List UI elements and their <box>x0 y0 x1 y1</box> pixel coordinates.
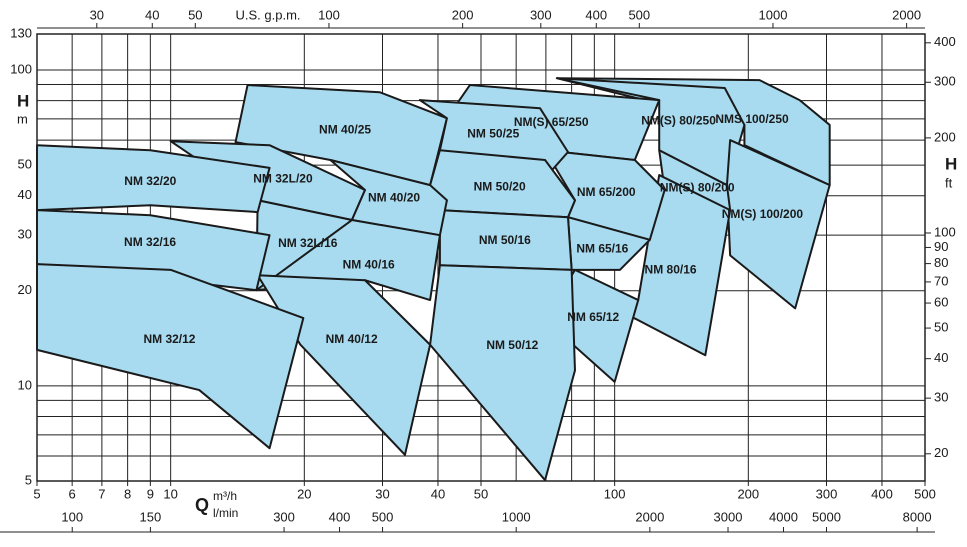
x-tick-label: 5 <box>33 486 40 501</box>
x-tick-label: 100 <box>604 486 626 501</box>
x3-tick-label: 5000 <box>812 509 841 524</box>
x2-tick-label: 200 <box>452 7 474 22</box>
x2-tick-label: 1000 <box>759 7 788 22</box>
x-tick-label: 50 <box>474 486 488 501</box>
range-label: NM 32/20 <box>124 174 176 188</box>
x-tick-label: 400 <box>871 486 893 501</box>
x2-tick-label: 300 <box>530 7 552 22</box>
pump-range <box>725 139 831 310</box>
x3-tick-label: 300 <box>273 509 295 524</box>
x-tick-label: 8 <box>124 486 131 501</box>
range-label: NM 65/16 <box>576 241 628 255</box>
range-label: NM 32L/20 <box>253 172 313 186</box>
y2-tick-label: 60 <box>934 294 948 309</box>
x3-tick-label: 500 <box>372 509 394 524</box>
y2-tick-label: 90 <box>934 239 948 254</box>
x2-tick-label: 2000 <box>892 7 921 22</box>
range-label: NM 32L/16 <box>278 236 338 250</box>
range-label: NM(S) 65/250 <box>514 115 589 129</box>
x-tick-label: 20 <box>297 486 311 501</box>
x-label: Q <box>195 495 209 515</box>
x-unit: m³/h <box>213 489 237 503</box>
pump-range <box>618 174 732 357</box>
y2-tick-label: 100 <box>934 224 956 239</box>
x2-tick-label: 500 <box>628 7 650 22</box>
range-label: NM 40/25 <box>319 123 371 137</box>
x-tick-label: 6 <box>69 486 76 501</box>
y2-tick-label: 70 <box>934 273 948 288</box>
x-tick-label: 200 <box>737 486 759 501</box>
range-label: NM 40/16 <box>343 257 395 271</box>
y-label: H <box>17 91 29 110</box>
range-label: NM 80/16 <box>645 262 697 276</box>
x-tick-label: 40 <box>431 486 445 501</box>
x3-tick-label: 100 <box>61 509 83 524</box>
x3-tick-label: 2000 <box>635 509 664 524</box>
range-label: NM(S) 100/200 <box>722 207 804 221</box>
y2-tick-label: 50 <box>934 320 948 335</box>
x3-unit: l/min <box>213 506 238 520</box>
y2-label: H <box>945 154 957 173</box>
x2-tick-label: 100 <box>318 7 340 22</box>
y-tick-label: 50 <box>18 157 32 172</box>
range-label: NM 50/20 <box>474 179 526 193</box>
range-label: NM 50/25 <box>467 127 519 141</box>
x3-tick-label: 150 <box>140 509 162 524</box>
y2-tick-label: 20 <box>934 445 948 460</box>
x-tick-label: 500 <box>914 486 936 501</box>
x3-tick-label: 400 <box>329 509 351 524</box>
axes: 5 10 20 30 40 50 100 130 5 6 7 8 9 10 20 30 40 50 100 200 30… <box>0 7 956 533</box>
x3-tick-label: 1000 <box>502 509 531 524</box>
range-label: NM 32/12 <box>143 332 195 346</box>
y2-unit: ft <box>945 175 953 190</box>
x-tick-label: 7 <box>98 486 105 501</box>
range-label: NM 32/16 <box>124 235 176 249</box>
range-label: NM 65/200 <box>577 185 636 199</box>
x3-tick-label: 4000 <box>769 509 798 524</box>
y2-tick-label: 400 <box>934 34 956 49</box>
y-tick-label: 130 <box>10 25 32 40</box>
range-label: NM 40/12 <box>326 332 378 346</box>
x2-tick-label: 400 <box>585 7 607 22</box>
range-label: NM 50/12 <box>486 338 538 352</box>
y2-tick-label: 200 <box>934 129 956 144</box>
y-tick-label: 20 <box>18 282 32 297</box>
x2-tick-label: 30 <box>90 7 104 22</box>
range-label: NM 50/16 <box>479 233 531 247</box>
y2-tick-label: 40 <box>934 350 948 365</box>
y-unit: m <box>17 111 28 126</box>
range-label: NM(S) 80/200 <box>660 180 735 194</box>
x3-tick-label: 8000 <box>903 509 932 524</box>
x2-label: U.S. g.p.m. <box>235 7 300 22</box>
y-tick-label: 40 <box>18 187 32 202</box>
y2-tick-label: 80 <box>934 255 948 270</box>
y-tick-label: 30 <box>18 227 32 242</box>
y-tick-label: 10 <box>18 377 32 392</box>
x-tick-label: 300 <box>816 486 838 501</box>
x-tick-label: 30 <box>375 486 389 501</box>
x3-tick-label: 3000 <box>714 509 743 524</box>
range-label: NM(S) 80/250 <box>641 113 716 127</box>
y2-tick-label: 300 <box>934 74 956 89</box>
x2-tick-label: 50 <box>188 7 202 22</box>
x2-tick-label: 40 <box>145 7 159 22</box>
y-tick-label: 100 <box>10 61 32 76</box>
y-tick-label: 5 <box>25 472 32 487</box>
range-label: NM 40/20 <box>368 191 420 205</box>
range-label: NM 65/12 <box>567 310 619 324</box>
pump-range <box>429 264 576 482</box>
x-tick-label: 9 <box>147 486 154 501</box>
x-tick-label: 10 <box>163 486 177 501</box>
y2-tick-label: 30 <box>934 390 948 405</box>
range-label: NMS 100/250 <box>715 112 789 126</box>
